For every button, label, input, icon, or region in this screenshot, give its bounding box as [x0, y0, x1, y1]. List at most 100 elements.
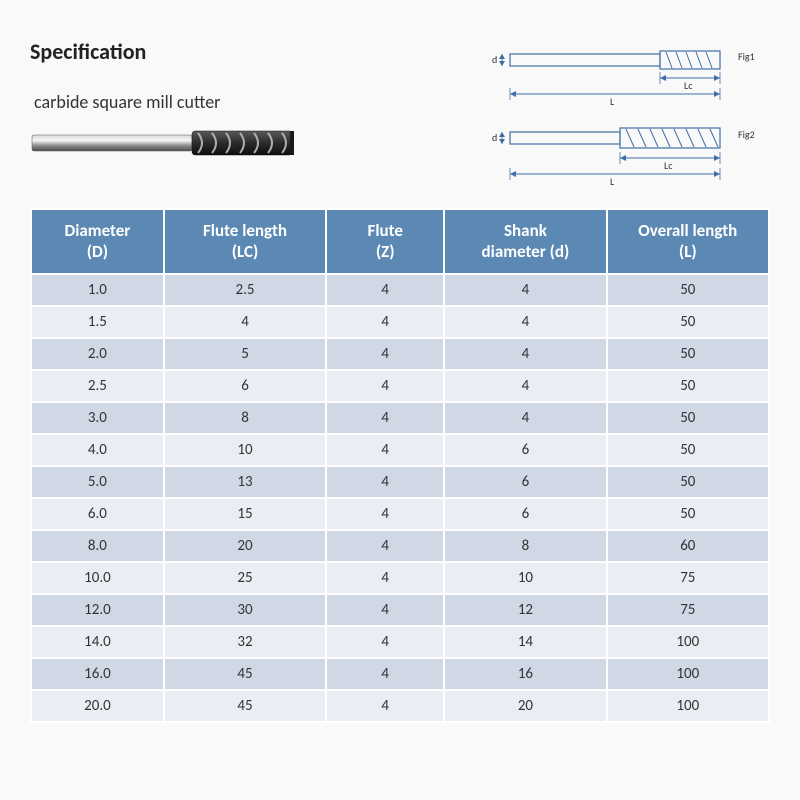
- dim-lc-label: Lc: [684, 79, 693, 92]
- table-row: 5.0134650: [31, 466, 769, 498]
- cell: 75: [607, 594, 769, 626]
- cell: 32: [164, 626, 326, 658]
- cell: 5.0: [31, 466, 164, 498]
- table-row: 2.564450: [31, 370, 769, 402]
- cell: 14.0: [31, 626, 164, 658]
- cell: 4: [444, 370, 606, 402]
- table-row: 8.0204860: [31, 530, 769, 562]
- col-header-4: Overall length(L): [607, 209, 769, 274]
- col-header-2: Flute(Z): [326, 209, 444, 274]
- cell: 50: [607, 338, 769, 370]
- cell: 12.0: [31, 594, 164, 626]
- cell: 4: [326, 306, 444, 338]
- cell: 20: [164, 530, 326, 562]
- cell: 8: [164, 402, 326, 434]
- dim-l-label-2: L: [610, 175, 615, 186]
- cell: 1.5: [31, 306, 164, 338]
- cell: 20: [444, 690, 606, 722]
- cell: 16.0: [31, 658, 164, 690]
- cell: 100: [607, 626, 769, 658]
- cell: 6: [444, 466, 606, 498]
- cell: 50: [607, 466, 769, 498]
- fig1-label: Fig1: [738, 50, 755, 63]
- cell: 4: [444, 306, 606, 338]
- cell: 20.0: [31, 690, 164, 722]
- cell: 2.0: [31, 338, 164, 370]
- table-row: 4.0104650: [31, 434, 769, 466]
- header-left: Specification carbide square mill cutter: [30, 32, 480, 170]
- cell: 50: [607, 370, 769, 402]
- cell: 100: [607, 658, 769, 690]
- table-row: 1.02.54450: [31, 274, 769, 306]
- cell: 5: [164, 338, 326, 370]
- cell: 4: [326, 562, 444, 594]
- table-row: 16.045416100: [31, 658, 769, 690]
- cell: 4: [326, 658, 444, 690]
- table-row: 10.02541075: [31, 562, 769, 594]
- fig1-drawing: d Lc L Fig1: [492, 50, 755, 108]
- cell: 50: [607, 402, 769, 434]
- fig2-drawing: d Lc L Fig2: [492, 128, 755, 186]
- cell: 12: [444, 594, 606, 626]
- cell: 4: [326, 530, 444, 562]
- fig2-label: Fig2: [738, 128, 755, 141]
- product-image: [30, 121, 300, 170]
- cell: 4.0: [31, 434, 164, 466]
- dim-lc-label-2: Lc: [664, 159, 673, 172]
- dim-l-label: L: [610, 95, 615, 108]
- cell: 6.0: [31, 498, 164, 530]
- cell: 4: [326, 498, 444, 530]
- cell: 10.0: [31, 562, 164, 594]
- dim-d-label: d: [492, 53, 497, 66]
- cell: 4: [444, 274, 606, 306]
- cell: 10: [164, 434, 326, 466]
- cell: 6: [164, 370, 326, 402]
- cell: 4: [326, 402, 444, 434]
- cell: 50: [607, 434, 769, 466]
- cell: 50: [607, 498, 769, 530]
- cell: 4: [444, 402, 606, 434]
- table-row: 12.03041275: [31, 594, 769, 626]
- cell: 25: [164, 562, 326, 594]
- tech-drawing-icon: d Lc L Fig1: [480, 36, 770, 186]
- cell: 6: [444, 434, 606, 466]
- cell: 100: [607, 690, 769, 722]
- col-header-0: Diameter(D): [31, 209, 164, 274]
- cell: 45: [164, 690, 326, 722]
- cell: 4: [326, 274, 444, 306]
- cell: 75: [607, 562, 769, 594]
- cell: 4: [326, 626, 444, 658]
- col-header-3: Shankdiameter (d): [444, 209, 606, 274]
- cell: 50: [607, 274, 769, 306]
- cell: 16: [444, 658, 606, 690]
- cell: 60: [607, 530, 769, 562]
- cell: 4: [444, 338, 606, 370]
- cell: 13: [164, 466, 326, 498]
- dim-d-label-2: d: [492, 131, 497, 144]
- cell: 4: [326, 690, 444, 722]
- cell: 4: [164, 306, 326, 338]
- spec-table-body: 1.02.544501.5444502.0544502.5644503.0844…: [31, 274, 769, 722]
- cell: 4: [326, 466, 444, 498]
- cell: 50: [607, 306, 769, 338]
- cell: 3.0: [31, 402, 164, 434]
- table-row: 1.544450: [31, 306, 769, 338]
- cell: 4: [326, 338, 444, 370]
- cell: 30: [164, 594, 326, 626]
- table-row: 6.0154650: [31, 498, 769, 530]
- cell: 45: [164, 658, 326, 690]
- cell: 4: [326, 434, 444, 466]
- page-title: Specification: [30, 38, 480, 65]
- table-row: 2.054450: [31, 338, 769, 370]
- cell: 8.0: [31, 530, 164, 562]
- cell: 6: [444, 498, 606, 530]
- cell: 15: [164, 498, 326, 530]
- cell: 10: [444, 562, 606, 594]
- table-row: 3.084450: [31, 402, 769, 434]
- dimension-diagrams: d Lc L Fig1: [480, 32, 770, 186]
- cell: 1.0: [31, 274, 164, 306]
- spec-page: Specification carbide square mill cutter: [0, 0, 800, 743]
- cell: 4: [326, 594, 444, 626]
- cell: 4: [326, 370, 444, 402]
- end-mill-icon: [30, 121, 300, 165]
